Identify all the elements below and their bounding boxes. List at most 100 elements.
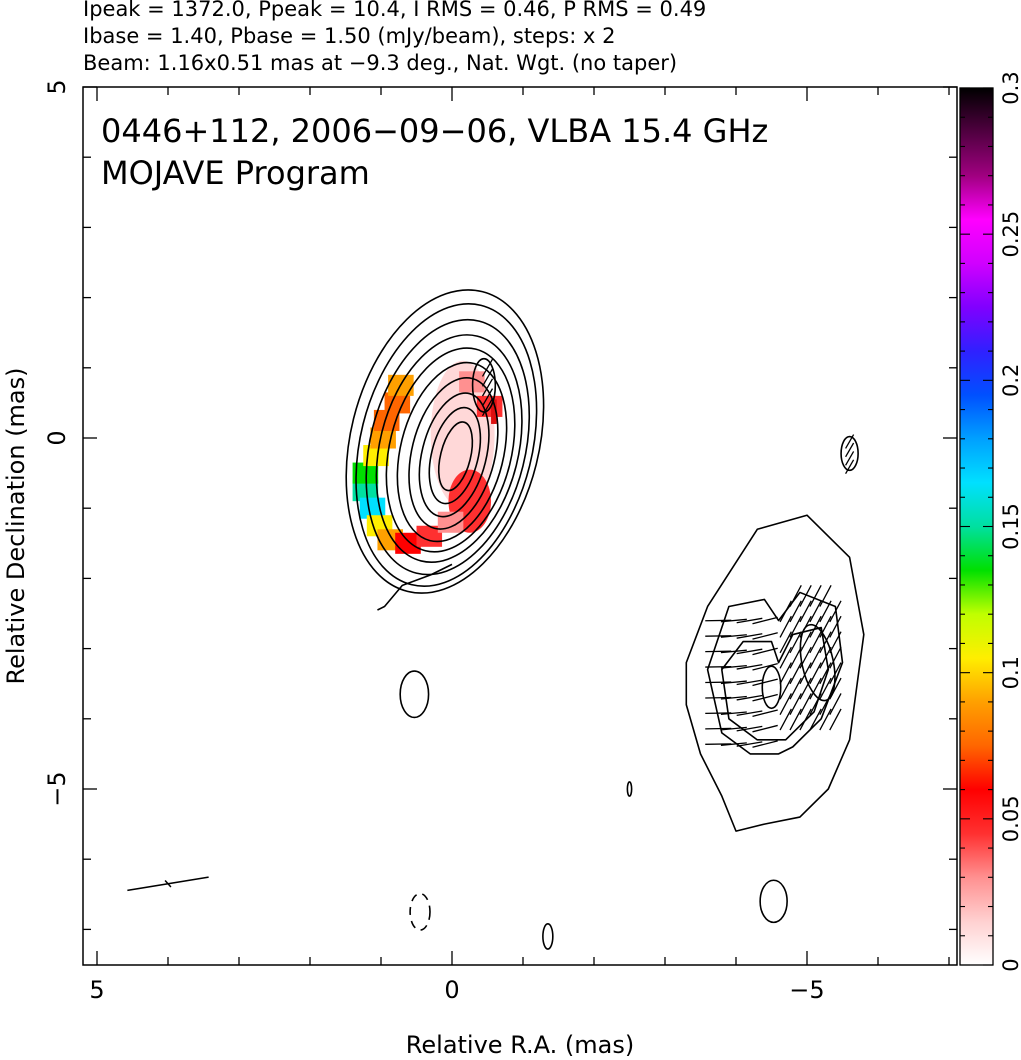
y-tick-label: 5: [43, 79, 71, 94]
evpa-vector: [736, 648, 763, 655]
evpa-vector: [752, 740, 778, 748]
evpa-vector: [779, 708, 792, 731]
header-beam-line: Beam: 1.16x0.51 mas at −9.3 deg., Nat. W…: [83, 51, 678, 75]
chart-subtitle: MOJAVE Program: [101, 154, 370, 192]
jet-contour-outer: [685, 514, 865, 832]
evpa-vector: [779, 677, 792, 700]
evpa-vector: [809, 615, 822, 638]
pol-pixel: [373, 409, 400, 431]
evpa-vector: [799, 615, 812, 638]
evpa-vector: [829, 631, 842, 654]
core-contour: [428, 406, 482, 505]
evpa-vector: [799, 708, 812, 731]
evpa-vector: [829, 708, 842, 731]
evpa-vector: [819, 631, 832, 654]
core-contour: [408, 377, 499, 530]
evpa-vector: [809, 631, 822, 654]
evpa-vector: [720, 649, 747, 654]
evpa-vector: [819, 662, 832, 685]
jet-contour-inner: [721, 626, 830, 741]
evpa-vector: [809, 646, 822, 669]
evpa-vector: [809, 708, 822, 731]
evpa-vector: [799, 646, 812, 669]
evpa-vector: [736, 725, 763, 732]
pol-pixel: [395, 532, 421, 554]
evpa-vector: [845, 434, 855, 449]
beam-minor-axis: [164, 880, 172, 888]
evpa-vector: [799, 600, 812, 623]
header-peak-line: Ipeak = 1372.0, Ppeak = 10.4, I RMS = 0.…: [83, 0, 707, 21]
evpa-vector: [779, 631, 792, 654]
evpa-vector: [779, 615, 792, 638]
evpa-vector: [829, 646, 842, 669]
colorbar-label: 0.3: [999, 71, 1021, 104]
evpa-vector: [481, 358, 494, 377]
evpa-vector: [779, 662, 792, 685]
evpa-vector: [736, 679, 763, 686]
colorbar: 0 0.05 0.1 0.15 0.2 0.25 0.3: [959, 71, 1021, 972]
evpa-vector: [720, 680, 747, 685]
evpa-vector: [752, 647, 778, 656]
x-tick-label: −5: [789, 976, 824, 1004]
small-contour: [542, 922, 554, 950]
tick-layer: [83, 86, 957, 965]
evpa-vector: [809, 585, 822, 607]
small-contour: [399, 670, 430, 719]
small-contour: [759, 879, 788, 924]
evpa-vector: [789, 600, 802, 623]
evpa-vector: [819, 693, 832, 715]
evpa-vector: [752, 663, 778, 671]
evpa-vector: [819, 615, 832, 638]
evpa-vector: [799, 585, 812, 607]
x-tick-label: 5: [89, 976, 104, 1004]
evpa-vector: [829, 662, 842, 685]
evpa-vector: [752, 709, 778, 718]
y-tick-label: 0: [43, 430, 71, 445]
jet-contour-peak: [761, 665, 782, 710]
evpa-vector-layer: [481, 358, 855, 748]
evpa-vector: [829, 615, 842, 638]
evpa-vector: [720, 726, 747, 731]
evpa-vector: [799, 662, 812, 685]
colorbar-label: 0.25: [999, 211, 1021, 258]
core-contour: [396, 361, 508, 543]
colorbar-label: 0: [999, 958, 1021, 971]
evpa-vector: [789, 631, 802, 654]
colorbar-label: 0.1: [999, 656, 1021, 689]
y-tick-label: −5: [43, 771, 71, 806]
evpa-vector: [819, 677, 832, 700]
evpa-vector: [829, 600, 842, 623]
evpa-vector: [720, 634, 747, 638]
evpa-vector: [789, 646, 802, 669]
small-contour: [626, 781, 633, 797]
evpa-vector: [799, 677, 812, 700]
y-axis-label: Relative Declination (mas): [2, 367, 30, 684]
evpa-vector: [789, 693, 802, 715]
core-contour: [385, 347, 516, 553]
core-contour: [437, 421, 474, 492]
evpa-vector: [752, 616, 778, 625]
evpa-vector: [720, 618, 747, 623]
evpa-vector: [779, 600, 792, 623]
evpa-vector: [736, 663, 763, 670]
evpa-vector: [736, 710, 763, 717]
evpa-vector: [819, 646, 832, 669]
evpa-vector: [799, 693, 812, 715]
pol-pixel: [384, 392, 411, 414]
core-contour: [355, 303, 538, 587]
core-contour: [375, 334, 523, 563]
evpa-vector: [720, 711, 747, 716]
evpa-vector: [752, 632, 778, 640]
jet-contour-inner: [706, 591, 844, 755]
evpa-vector: [809, 662, 822, 685]
evpa-vector: [779, 693, 792, 715]
header-base-line: Ibase = 1.40, Pbase = 1.50 (mJy/beam), s…: [83, 24, 616, 48]
core-contour: [345, 289, 545, 594]
evpa-vector: [481, 378, 494, 397]
pol-pixel: [352, 462, 379, 484]
evpa-vector: [845, 459, 855, 475]
evpa-vector: [481, 388, 494, 407]
evpa-vector: [819, 708, 832, 731]
evpa-vector: [752, 693, 778, 702]
x-axis-label: Relative R.A. (mas): [406, 1031, 634, 1059]
